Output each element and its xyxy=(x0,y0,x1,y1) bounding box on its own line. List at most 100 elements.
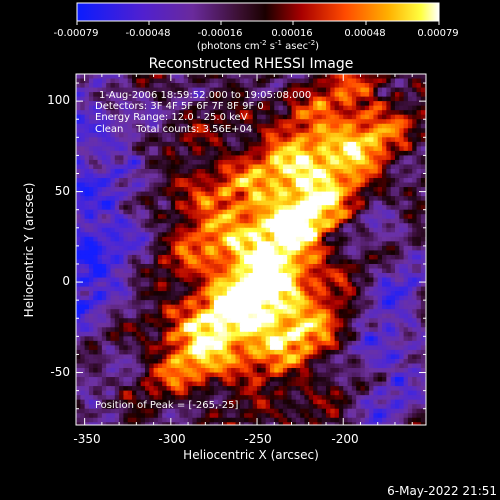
heatmap-cell xyxy=(192,101,198,107)
heatmap-cell xyxy=(334,232,340,238)
heatmap-cell xyxy=(394,336,400,342)
heatmap-cell xyxy=(188,340,193,346)
heatmap-cell xyxy=(183,268,189,274)
heatmap-cell xyxy=(157,232,163,238)
heatmap-cell xyxy=(226,200,232,206)
heatmap-cell xyxy=(287,277,293,283)
heatmap-cell xyxy=(149,205,155,211)
heatmap-cell xyxy=(351,300,357,306)
heatmap-cell xyxy=(183,236,189,242)
heatmap-cell xyxy=(76,105,81,111)
heatmap-cell xyxy=(356,331,362,337)
heatmap-cell xyxy=(209,241,215,247)
heatmap-cell xyxy=(162,241,168,247)
heatmap-cell xyxy=(403,78,409,84)
heatmap-cell xyxy=(287,200,293,206)
heatmap-cell xyxy=(295,250,301,256)
heatmap-cell xyxy=(222,286,228,292)
heatmap-cell xyxy=(274,78,280,84)
heatmap-cell xyxy=(183,141,189,147)
heatmap-cell xyxy=(209,245,215,251)
heatmap-cell xyxy=(205,263,211,270)
heatmap-cell xyxy=(338,336,344,342)
heatmap-cell xyxy=(235,318,241,324)
heatmap-cell xyxy=(119,205,125,211)
heatmap-cell xyxy=(338,146,344,152)
heatmap-cell xyxy=(313,173,318,179)
heatmap-cell xyxy=(412,159,418,166)
heatmap-cell xyxy=(399,150,405,157)
heatmap-cell xyxy=(106,74,112,80)
heatmap-cell xyxy=(231,327,237,333)
heatmap-cell xyxy=(420,155,426,161)
heatmap-cell xyxy=(351,340,357,346)
heatmap-cell xyxy=(261,286,267,292)
heatmap-cell xyxy=(394,295,400,301)
heatmap-cell xyxy=(394,245,400,251)
heatmap-cell xyxy=(248,245,254,251)
heatmap-cell xyxy=(356,254,362,261)
heatmap-cell xyxy=(132,146,137,152)
heatmap-cell xyxy=(261,178,267,184)
heatmap-cell xyxy=(330,286,336,292)
heatmap-cell xyxy=(287,209,293,215)
heatmap-cell xyxy=(321,232,327,238)
heatmap-cells xyxy=(76,74,426,425)
heatmap-cell xyxy=(261,245,267,251)
heatmap-cell xyxy=(412,137,418,143)
heatmap-cell xyxy=(84,83,90,89)
heatmap-cell xyxy=(304,200,310,206)
heatmap-cell xyxy=(356,340,362,346)
heatmap-cell xyxy=(291,83,297,89)
heatmap-cell xyxy=(162,87,168,93)
heatmap-cell xyxy=(338,241,344,247)
heatmap-cell xyxy=(403,250,409,256)
heatmap-cell xyxy=(76,300,81,306)
heatmap-cell xyxy=(317,291,323,297)
heatmap-cell xyxy=(330,336,336,342)
heatmap-cell xyxy=(338,309,344,315)
heatmap-cell xyxy=(119,101,125,107)
heatmap-cell xyxy=(110,101,116,107)
heatmap-cell xyxy=(326,295,331,301)
heatmap-cell xyxy=(386,331,392,337)
heatmap-cell xyxy=(360,132,366,138)
heatmap-cell xyxy=(205,282,211,288)
heatmap-cell xyxy=(377,196,383,202)
heatmap-cell xyxy=(377,168,383,175)
heatmap-cell xyxy=(308,282,314,288)
heatmap-cell xyxy=(188,105,193,111)
heatmap-cell xyxy=(144,141,150,147)
heatmap-cell xyxy=(390,146,396,152)
heatmap-cell xyxy=(287,74,293,80)
heatmap-cell xyxy=(196,209,202,215)
heatmap-cell xyxy=(420,250,426,256)
heatmap-cell xyxy=(153,159,159,166)
heatmap-cell xyxy=(351,132,357,138)
heatmap-cell xyxy=(162,313,168,319)
heatmap-cell xyxy=(213,110,219,116)
heatmap-cell xyxy=(213,155,219,161)
heatmap-cell xyxy=(76,159,81,166)
heatmap-cell xyxy=(330,313,336,319)
heatmap-cell xyxy=(123,268,129,274)
heatmap-cell xyxy=(157,209,163,215)
heatmap-cell xyxy=(144,182,150,188)
heatmap-cell xyxy=(110,119,116,125)
heatmap-cell xyxy=(295,168,301,175)
heatmap-cell xyxy=(403,291,409,297)
heatmap-cell xyxy=(106,205,112,211)
heatmap-cell xyxy=(127,214,133,220)
heatmap-cell xyxy=(110,141,116,147)
heatmap-cell xyxy=(291,340,297,346)
heatmap-cell xyxy=(123,209,129,215)
heatmap-cell xyxy=(356,101,362,107)
heatmap-cell xyxy=(399,340,405,346)
heatmap-cell xyxy=(386,92,392,98)
heatmap-cell xyxy=(257,250,262,256)
heatmap-cell xyxy=(369,187,375,193)
heatmap-cell xyxy=(80,236,86,242)
heatmap-cell xyxy=(321,155,327,161)
heatmap-cell xyxy=(97,128,103,134)
heatmap-cell xyxy=(101,182,107,188)
